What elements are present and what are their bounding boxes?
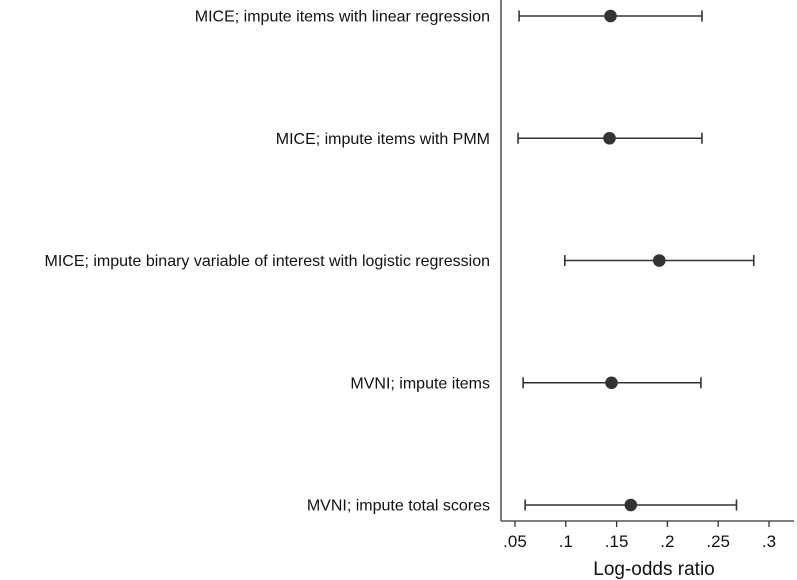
x-axis-title: Log-odds ratio	[593, 559, 714, 580]
x-tick-label: .3	[762, 532, 776, 551]
row-label: MVNI; impute items	[350, 375, 490, 392]
x-tick-label: .25	[706, 532, 730, 551]
row-label: MICE; impute binary variable of interest…	[44, 253, 490, 270]
estimate-point	[624, 498, 638, 512]
forest-row: MICE; impute items with linear regressio…	[195, 9, 703, 26]
estimate-point	[652, 254, 666, 267]
row-label: MICE; impute items with linear regressio…	[195, 9, 490, 26]
estimate-point	[605, 376, 618, 390]
x-tick-label: .15	[605, 532, 629, 551]
x-tick-label: .05	[503, 532, 527, 551]
rows-layer: MICE; impute items with linear regressio…	[44, 9, 755, 515]
row-label: MICE; impute items with PMM	[276, 131, 490, 148]
forest-row: MICE; impute items with PMM	[276, 131, 703, 148]
estimate-point	[603, 131, 616, 145]
x-tick-label: .1	[559, 532, 573, 551]
estimate-point	[604, 9, 617, 23]
x-ticks: .05 .1 .15 .2 .25 .3	[503, 521, 776, 551]
row-label: MVNI; impute total scores	[307, 498, 490, 515]
x-tick-label: .2	[660, 532, 674, 551]
forest-row: MVNI; impute total scores	[307, 498, 738, 515]
forest-row: MICE; impute binary variable of interest…	[44, 253, 755, 270]
forest-row: MVNI; impute items	[350, 375, 702, 392]
